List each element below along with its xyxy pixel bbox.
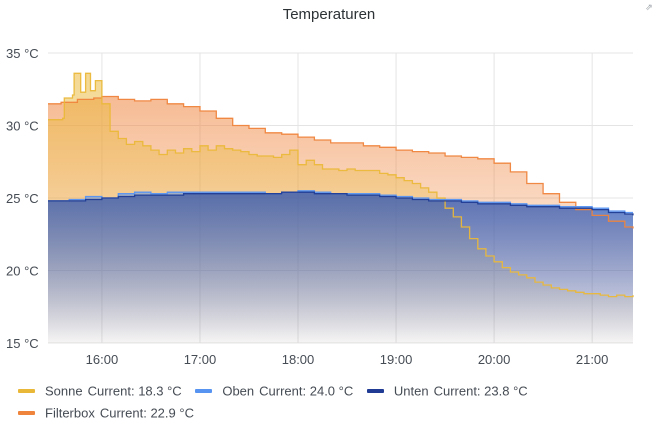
- legend-current-value: 22.9 °C: [150, 405, 194, 421]
- line-sonne: [48, 72, 634, 298]
- legend-row-2: Filterbox Current: 22.9 °C: [18, 402, 648, 424]
- legend-swatch-sonne: [18, 388, 35, 393]
- legend-current-label: Current:: [99, 405, 147, 421]
- legend-name: Oben: [222, 383, 255, 399]
- expand-icon[interactable]: ⇗: [645, 2, 653, 12]
- legend-current-value: 24.0 °C: [309, 383, 354, 399]
- legend-current-value: 23.8 °C: [484, 383, 528, 399]
- series-lines: [48, 72, 634, 298]
- legend-current-label: Current:: [433, 383, 481, 399]
- y-tick-label: 30 °C: [6, 119, 39, 134]
- x-tick-label: 16:00: [86, 352, 119, 367]
- x-tick-label: 21:00: [576, 352, 609, 367]
- y-tick-label: 35 °C: [6, 46, 39, 61]
- legend-name: Sonne: [45, 383, 83, 399]
- line-filterbox: [48, 95, 634, 229]
- y-tick-label: 25 °C: [6, 191, 39, 206]
- x-tick-label: 17:00: [184, 352, 217, 367]
- legend-swatch-oben: [195, 388, 213, 393]
- x-tick-label: 19:00: [380, 352, 413, 367]
- temperature-chart: 35 °C 30 °C 25 °C 20 °C 15 °C 16:00 17:00 18:0…: [6, 46, 634, 367]
- y-axis: 35 °C 30 °C 25 °C 20 °C 15 °C: [6, 46, 39, 351]
- legend-item-filterbox[interactable]: Filterbox Current: 22.9 °C: [18, 402, 194, 425]
- legend-item-unten[interactable]: Unten Current: 23.8 °C: [366, 380, 528, 403]
- line-unten: [48, 191, 634, 216]
- legend: Sonne Current: 18.3 °C Oben Current: 24.0 …: [18, 380, 648, 424]
- x-tick-label: 18:00: [282, 352, 315, 367]
- legend-name: Filterbox: [45, 405, 95, 421]
- series-areas: [48, 73, 633, 344]
- legend-item-oben[interactable]: Oben Current: 24.0 °C: [195, 380, 353, 403]
- x-tick-label: 20:00: [478, 352, 511, 367]
- legend-swatch-filterbox: [18, 410, 35, 415]
- legend-name: Unten: [393, 383, 429, 399]
- x-axis: 16:00 17:00 18:00 19:00 20:00 21:00: [86, 352, 609, 367]
- legend-swatch-unten: [366, 388, 384, 393]
- y-tick-label: 15 °C: [6, 336, 39, 351]
- legend-current-label: Current:: [87, 383, 135, 399]
- legend-current-label: Current:: [259, 383, 307, 399]
- y-tick-label: 20 °C: [6, 264, 39, 279]
- chart-title: Temperaturen: [282, 6, 376, 23]
- area-unten: [48, 192, 633, 343]
- legend-row-1: Sonne Current: 18.3 °C Oben Current: 24.0 …: [18, 380, 648, 402]
- legend-item-sonne[interactable]: Sonne Current: 18.3 °C: [18, 380, 182, 403]
- legend-current-value: 18.3 °C: [138, 383, 182, 399]
